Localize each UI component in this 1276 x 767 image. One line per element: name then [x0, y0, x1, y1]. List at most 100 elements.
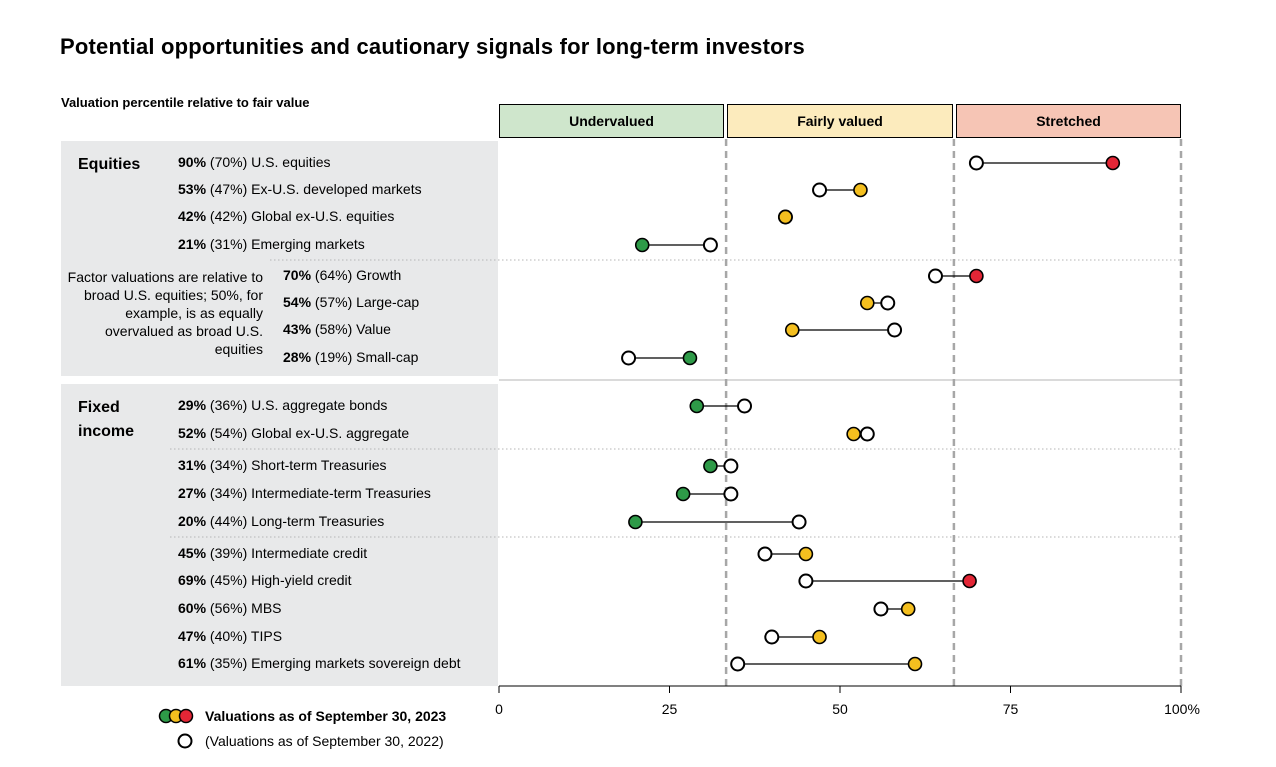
- row-prior-pct: (44%): [209, 513, 248, 529]
- row-label: 53% (47%) Ex-U.S. developed markets: [178, 181, 422, 197]
- row-name: Growth: [356, 267, 402, 283]
- fixed-income-group-label: Fixed income: [78, 399, 135, 440]
- prior-dot: [764, 629, 780, 645]
- x-tick-label: 25: [662, 701, 678, 717]
- row-current-pct: 28%: [283, 349, 312, 365]
- row-label: 28% (19%) Small-cap: [283, 349, 418, 365]
- current-dot: [846, 426, 861, 442]
- prior-dot: [880, 295, 896, 311]
- row-current-pct: 60%: [178, 600, 207, 616]
- row-name: Ex-U.S. developed markets: [251, 181, 422, 197]
- current-dot: [778, 209, 793, 225]
- prior-dot: [798, 573, 814, 589]
- prior-dot: [887, 322, 903, 338]
- current-dot: [969, 268, 984, 284]
- row-name: Large-cap: [356, 294, 420, 310]
- row-prior-pct: (54%): [209, 425, 248, 441]
- x-tick-label: 75: [1003, 701, 1019, 717]
- row-label: 52% (54%) Global ex-U.S. aggregate: [178, 425, 409, 441]
- row-name: Value: [356, 321, 391, 337]
- row-current-pct: 47%: [178, 628, 207, 644]
- row-label: 31% (34%) Short-term Treasuries: [178, 457, 387, 473]
- row-name: Small-cap: [356, 349, 419, 365]
- row-current-pct: 53%: [178, 181, 207, 197]
- row-name: U.S. aggregate bonds: [251, 397, 388, 413]
- current-dot: [853, 182, 868, 198]
- legend-current-dots-icon: [158, 708, 194, 724]
- prior-dot: [812, 182, 828, 198]
- x-tick-label: 50: [832, 701, 848, 717]
- row-prior-pct: (57%): [314, 294, 353, 310]
- row-name: Global ex-U.S. aggregate: [251, 425, 410, 441]
- row-label: 27% (34%) Intermediate-term Treasuries: [178, 485, 431, 501]
- row-label: 61% (35%) Emerging markets sovereign deb…: [178, 655, 461, 671]
- legend-prior-label: (Valuations as of September 30, 2022): [205, 733, 444, 749]
- row-label: 70% (64%) Growth: [283, 267, 401, 283]
- chart-title: Potential opportunities and cautionary s…: [60, 34, 805, 59]
- row-label: 54% (57%) Large-cap: [283, 294, 419, 310]
- row-label: 69% (45%) High-yield credit: [178, 572, 352, 588]
- zone-undervalued: Undervalued: [499, 104, 724, 138]
- row-label: 29% (36%) U.S. aggregate bonds: [178, 397, 387, 413]
- current-dot: [703, 458, 718, 474]
- row-current-pct: 29%: [178, 397, 207, 413]
- row-name: Intermediate credit: [251, 545, 368, 561]
- prior-dot: [723, 486, 739, 502]
- row-prior-pct: (19%): [314, 349, 353, 365]
- legend-prior-dot-icon: [177, 733, 193, 749]
- current-dot: [900, 601, 916, 617]
- row-label: 60% (56%) MBS: [178, 600, 282, 616]
- current-dot: [628, 514, 643, 530]
- row-name: Global ex-U.S. equities: [251, 208, 395, 224]
- current-dot: [682, 350, 698, 366]
- current-dot: [798, 546, 814, 562]
- row-name: U.S. equities: [251, 154, 331, 170]
- row-prior-pct: (35%): [209, 655, 248, 671]
- prior-dot: [859, 426, 875, 442]
- prior-dot: [723, 458, 739, 474]
- row-current-pct: 21%: [178, 236, 207, 252]
- row-current-pct: 31%: [178, 457, 207, 473]
- row-label: 90% (70%) U.S. equities: [178, 154, 331, 170]
- x-tick-label: 0: [495, 701, 503, 717]
- row-label: 47% (40%) TIPS: [178, 628, 282, 644]
- row-current-pct: 43%: [283, 321, 312, 337]
- current-dot: [634, 237, 650, 253]
- row-name: Emerging markets: [251, 236, 365, 252]
- prior-dot: [621, 350, 637, 366]
- row-current-pct: 20%: [178, 513, 207, 529]
- row-prior-pct: (64%): [314, 267, 353, 283]
- factor-note: Factor valuations are relative to broad …: [67, 269, 263, 357]
- row-label: 43% (58%) Value: [283, 321, 391, 337]
- row-name: High-yield credit: [251, 572, 352, 588]
- row-prior-pct: (36%): [209, 397, 248, 413]
- current-dot: [962, 573, 977, 589]
- prior-dot: [791, 514, 807, 530]
- row-name: Long-term Treasuries: [251, 513, 385, 529]
- row-prior-pct: (34%): [209, 457, 248, 473]
- equities-group-label: Equities: [78, 156, 141, 173]
- current-dot: [784, 322, 800, 338]
- row-prior-pct: (34%): [209, 485, 248, 501]
- row-prior-pct: (42%): [209, 208, 248, 224]
- row-label: 45% (39%) Intermediate credit: [178, 545, 367, 561]
- row-current-pct: 54%: [283, 294, 312, 310]
- prior-dot: [873, 601, 889, 617]
- row-prior-pct: (47%): [209, 181, 248, 197]
- row-prior-pct: (56%): [209, 600, 248, 616]
- prior-dot: [730, 656, 746, 672]
- prior-dot: [968, 155, 984, 171]
- current-dot: [675, 486, 691, 502]
- row-name: TIPS: [250, 628, 283, 644]
- row-current-pct: 52%: [178, 425, 207, 441]
- current-dot: [907, 656, 923, 672]
- row-label: 42% (42%) Global ex-U.S. equities: [178, 208, 394, 224]
- prior-dot: [927, 268, 943, 284]
- row-current-pct: 90%: [178, 154, 207, 170]
- row-current-pct: 45%: [178, 545, 207, 561]
- zone-fairly-valued: Fairly valued: [727, 104, 953, 138]
- row-prior-pct: (40%): [209, 628, 248, 644]
- row-prior-pct: (58%): [314, 321, 353, 337]
- row-current-pct: 70%: [283, 267, 312, 283]
- chart-subtitle: Valuation percentile relative to fair va…: [61, 95, 310, 110]
